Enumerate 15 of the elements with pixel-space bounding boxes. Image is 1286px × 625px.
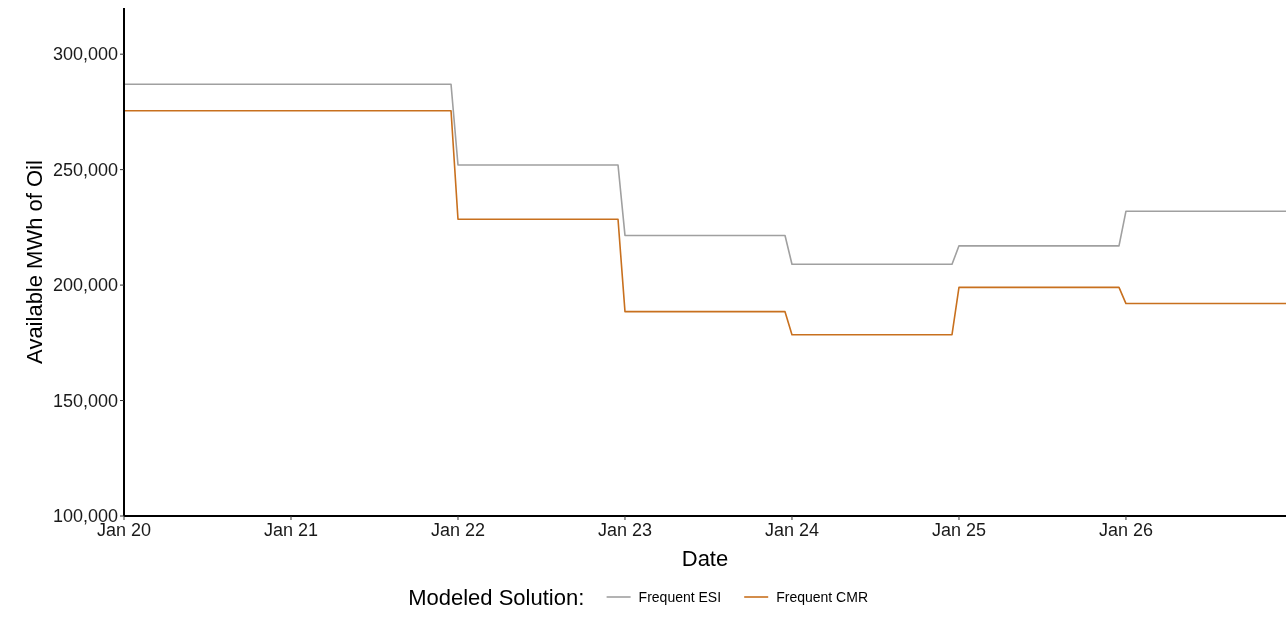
legend-label: Frequent ESI — [638, 588, 722, 605]
x-tick-label: Jan 21 — [263, 520, 319, 540]
y-tick-label: 250,000 — [52, 159, 118, 180]
x-tick-label: Jan 25 — [931, 520, 986, 540]
y-tick-label: 150,000 — [52, 390, 118, 411]
x-axis-title: Date — [681, 546, 729, 571]
y-axis-title: Available MWh of Oil — [22, 160, 47, 364]
legend-label: Frequent CMR — [776, 588, 869, 605]
y-tick-label: 200,000 — [52, 275, 118, 296]
x-tick-label: Jan 22 — [430, 520, 486, 540]
x-tick-label: Jan 23 — [597, 520, 653, 540]
x-tick-label: Jan 24 — [764, 520, 819, 540]
legend-title: Modeled Solution: — [408, 584, 585, 610]
x-tick-label: Jan 26 — [1098, 520, 1153, 540]
y-tick-label: 300,000 — [52, 44, 118, 65]
